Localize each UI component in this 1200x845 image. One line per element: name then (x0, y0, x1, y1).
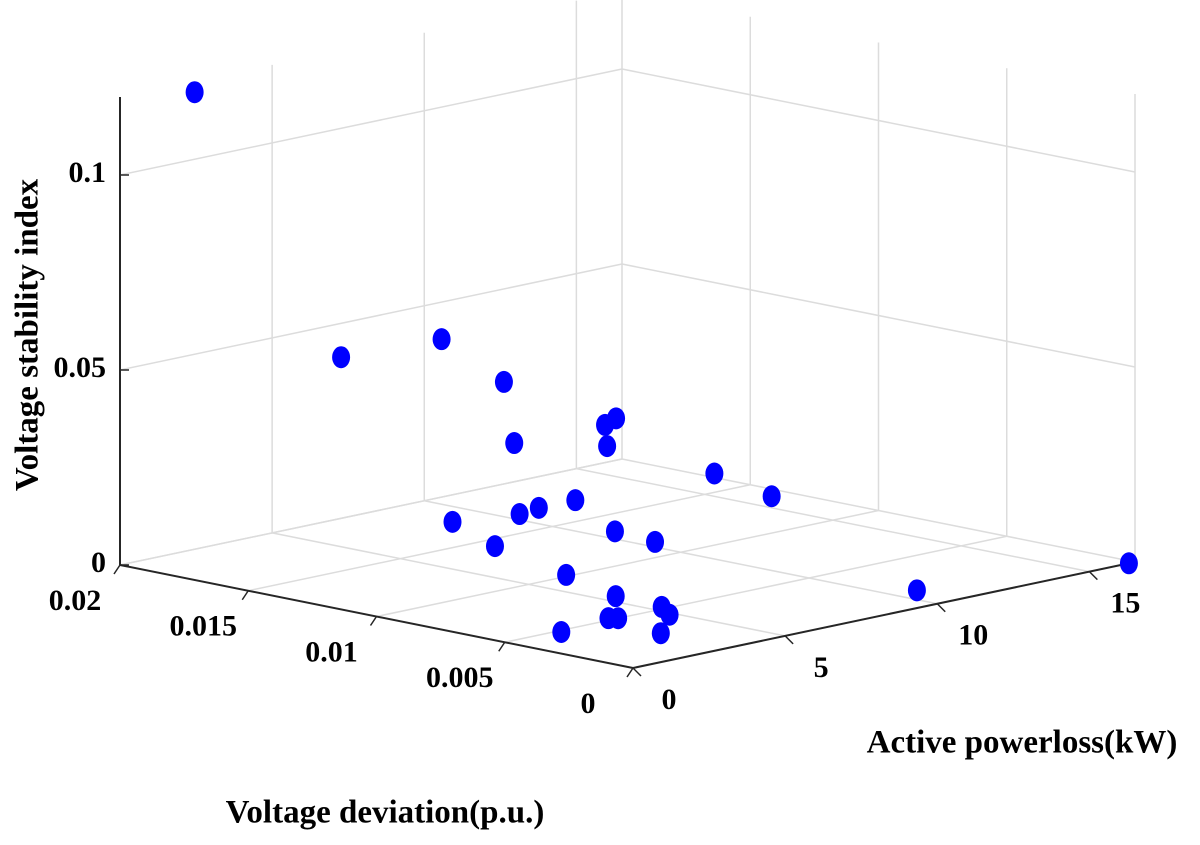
point (494, 370, 513, 393)
grid-line (119, 458, 623, 566)
point (660, 603, 679, 626)
point (1119, 552, 1138, 575)
x-axis-title: Voltage deviation(p.u.) (226, 795, 545, 831)
z-tick-label: 0 (91, 546, 106, 579)
x-tick-label: 0.02 (49, 584, 102, 617)
grid-line (504, 535, 1007, 643)
z-tick-label: 0.05 (54, 351, 107, 384)
point (606, 585, 625, 608)
x-axis (119, 564, 634, 669)
x-tick-label: 0.005 (426, 661, 494, 694)
point (529, 496, 548, 519)
grid-line (376, 509, 879, 618)
tick-mark (113, 564, 121, 575)
x-tick-label: 0.015 (170, 610, 238, 643)
point (505, 432, 524, 455)
z-tick-label: 0.1 (69, 156, 107, 189)
y-axis (632, 561, 1136, 669)
points (185, 81, 1138, 645)
tick-mark (784, 635, 794, 645)
point (332, 346, 351, 369)
point (557, 563, 576, 586)
point (510, 503, 529, 526)
point (598, 435, 617, 458)
tick-mark (626, 667, 634, 678)
tick-mark (632, 667, 642, 677)
grid-line (271, 532, 786, 637)
y-tick-label: 0 (662, 683, 677, 716)
z-axis-title: Voltage stability index (10, 178, 46, 491)
point (651, 622, 670, 645)
point (552, 621, 571, 644)
tick-mark (241, 590, 249, 601)
grid-line (576, 467, 1090, 573)
tick-mark (498, 641, 506, 652)
tick-mark (369, 616, 378, 626)
point (646, 530, 665, 553)
grid-line (621, 68, 1136, 173)
grid-line (424, 500, 938, 605)
axes: 0 0.005 0.01 0.015 0.02 0 5 10 15 0 0.05 0.1 (49, 97, 1140, 720)
point (705, 462, 724, 485)
point (609, 607, 628, 630)
point (185, 81, 204, 104)
point (485, 535, 504, 558)
point (443, 510, 462, 533)
point (566, 489, 585, 512)
grid-line (621, 263, 1136, 368)
tick-mark (936, 603, 946, 613)
point (907, 579, 926, 602)
grid-line (119, 263, 623, 371)
grid (119, 0, 1136, 669)
point (432, 328, 451, 351)
y-axis-title: Active powerloss(kW) (867, 725, 1178, 761)
y-tick-label: 5 (814, 651, 829, 684)
y-tick-label: 10 (958, 619, 988, 652)
point (605, 520, 624, 543)
x-tick-label: 0 (581, 687, 596, 720)
grid-line (119, 68, 623, 176)
point (607, 407, 626, 430)
x-tick-label: 0.01 (305, 635, 358, 668)
point (762, 485, 781, 508)
tick-mark (1088, 571, 1098, 581)
y-tick-label: 15 (1110, 587, 1140, 620)
